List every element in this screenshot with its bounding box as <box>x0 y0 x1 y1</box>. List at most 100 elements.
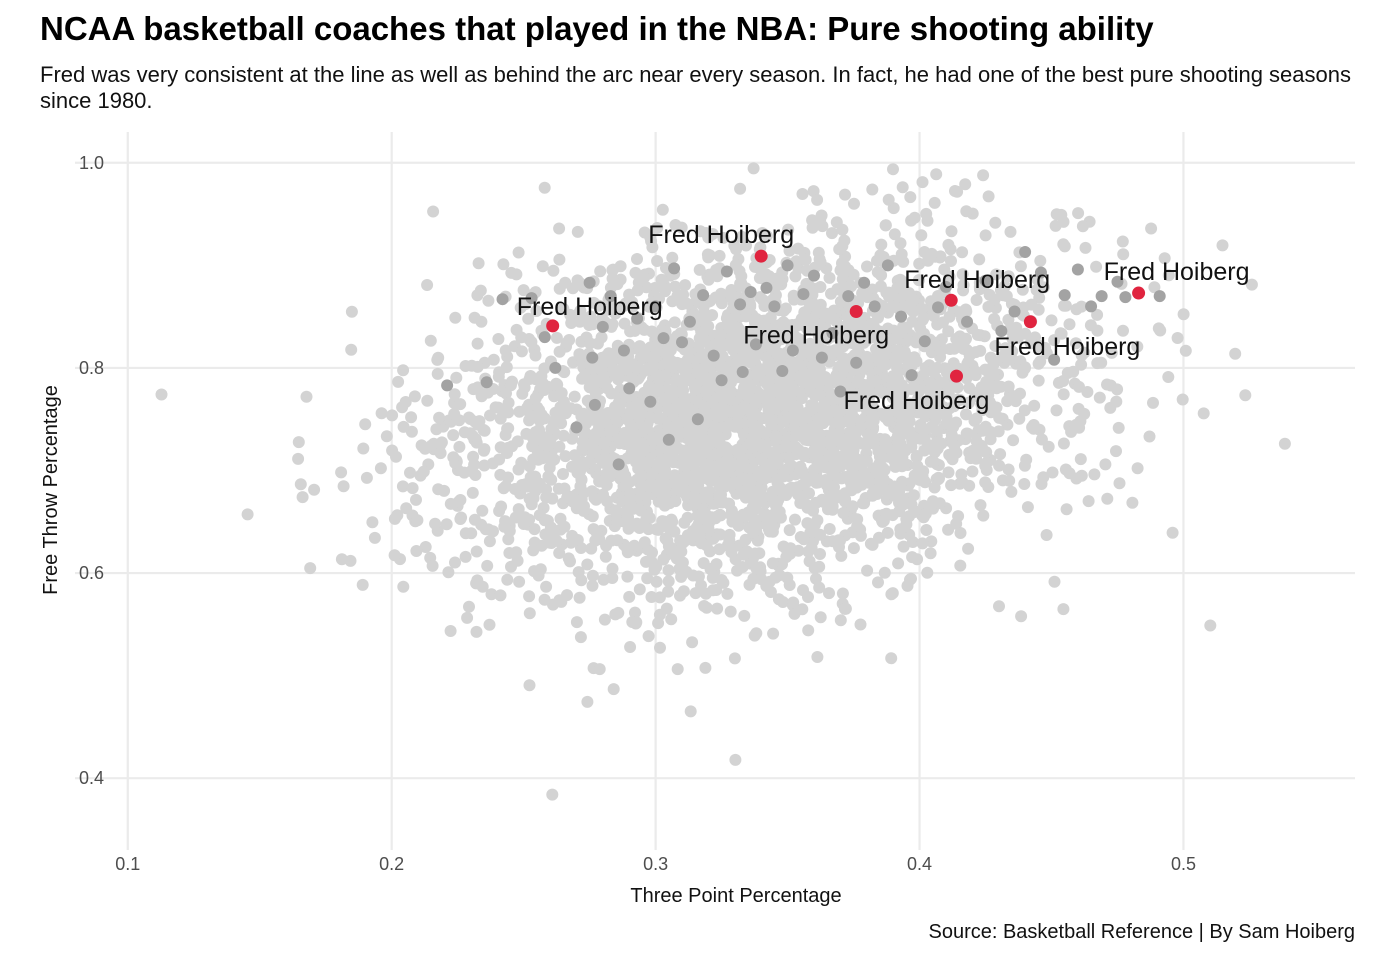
highlight-label: Fred Hoiberg <box>517 293 663 321</box>
data-point <box>759 268 772 280</box>
data-point <box>539 450 552 463</box>
data-point <box>453 414 466 427</box>
data-point <box>645 325 658 338</box>
data-point <box>529 470 542 483</box>
data-point <box>640 490 653 503</box>
coach-point <box>720 265 733 278</box>
highlight-label: Fred Hoiberg <box>904 266 1050 294</box>
data-point <box>495 500 508 513</box>
x-tick-label: 0.3 <box>643 854 668 874</box>
data-point <box>728 477 741 490</box>
data-point <box>984 351 997 364</box>
data-point <box>802 434 814 447</box>
data-point <box>557 429 570 442</box>
data-point <box>672 473 685 486</box>
data-point <box>654 641 666 654</box>
data-point <box>419 541 432 553</box>
data-point <box>1117 248 1130 261</box>
data-point <box>647 359 660 372</box>
data-point <box>484 409 496 422</box>
data-point <box>404 466 416 479</box>
data-point <box>648 465 661 478</box>
data-point <box>624 641 637 653</box>
data-point <box>906 536 919 548</box>
coach-point <box>525 292 538 305</box>
data-point <box>814 611 827 624</box>
data-point <box>587 296 600 309</box>
data-point <box>697 557 710 570</box>
data-point <box>982 190 995 203</box>
data-point <box>1018 478 1031 490</box>
y-tick-label: 0.8 <box>79 358 104 378</box>
data-point <box>1054 327 1067 340</box>
data-point <box>607 683 620 696</box>
data-point <box>931 392 944 405</box>
coach-point <box>776 364 789 377</box>
data-point <box>728 652 741 665</box>
data-point <box>861 260 873 273</box>
data-point <box>838 437 851 450</box>
coach-point <box>1071 263 1084 276</box>
data-point <box>661 346 674 359</box>
data-point <box>959 334 971 347</box>
data-point <box>964 452 977 465</box>
data-point <box>1002 270 1015 283</box>
data-point <box>1070 303 1083 316</box>
data-point <box>766 557 779 570</box>
data-point <box>650 369 663 382</box>
data-point <box>711 270 724 283</box>
data-point <box>470 625 483 638</box>
data-point <box>797 584 809 597</box>
data-point <box>903 354 916 367</box>
data-point <box>732 519 745 532</box>
data-point <box>715 287 728 300</box>
data-point <box>799 253 812 266</box>
data-point <box>669 495 682 508</box>
data-point <box>533 404 546 417</box>
data-point <box>689 383 702 396</box>
data-point <box>874 280 887 293</box>
data-point <box>949 185 961 197</box>
y-tick-label: 0.4 <box>79 768 104 788</box>
data-point <box>419 442 432 455</box>
data-point <box>553 222 566 235</box>
data-point <box>875 238 888 251</box>
highlight-label: Fred Hoiberg <box>648 221 794 249</box>
data-point <box>713 249 726 262</box>
data-point <box>1040 529 1053 541</box>
data-point <box>888 228 901 241</box>
data-point <box>763 334 776 347</box>
highlight-point <box>1132 286 1146 300</box>
data-point <box>583 456 596 469</box>
data-point <box>729 259 742 272</box>
data-point <box>912 274 925 287</box>
data-point <box>808 463 820 476</box>
data-point <box>783 524 796 537</box>
data-point <box>839 188 851 201</box>
data-point <box>598 457 610 469</box>
data-point <box>750 562 763 575</box>
data-point <box>1019 327 1032 340</box>
data-point <box>764 447 777 460</box>
data-point <box>574 304 587 317</box>
data-point <box>591 337 604 350</box>
data-point <box>577 411 590 424</box>
data-point <box>1117 324 1129 337</box>
data-point <box>586 318 599 331</box>
data-point <box>651 255 664 267</box>
data-point <box>968 365 981 377</box>
data-point <box>574 480 587 493</box>
data-point <box>858 335 871 348</box>
data-point <box>424 334 437 347</box>
data-point <box>765 383 778 396</box>
data-point <box>1050 404 1063 417</box>
data-point <box>620 364 633 376</box>
data-point <box>572 566 585 579</box>
data-point <box>633 340 646 353</box>
coach-point <box>1034 266 1047 279</box>
data-point <box>818 401 830 414</box>
coach-point <box>649 300 662 313</box>
data-point <box>744 475 757 488</box>
data-point <box>610 414 622 427</box>
data-point <box>916 176 929 189</box>
